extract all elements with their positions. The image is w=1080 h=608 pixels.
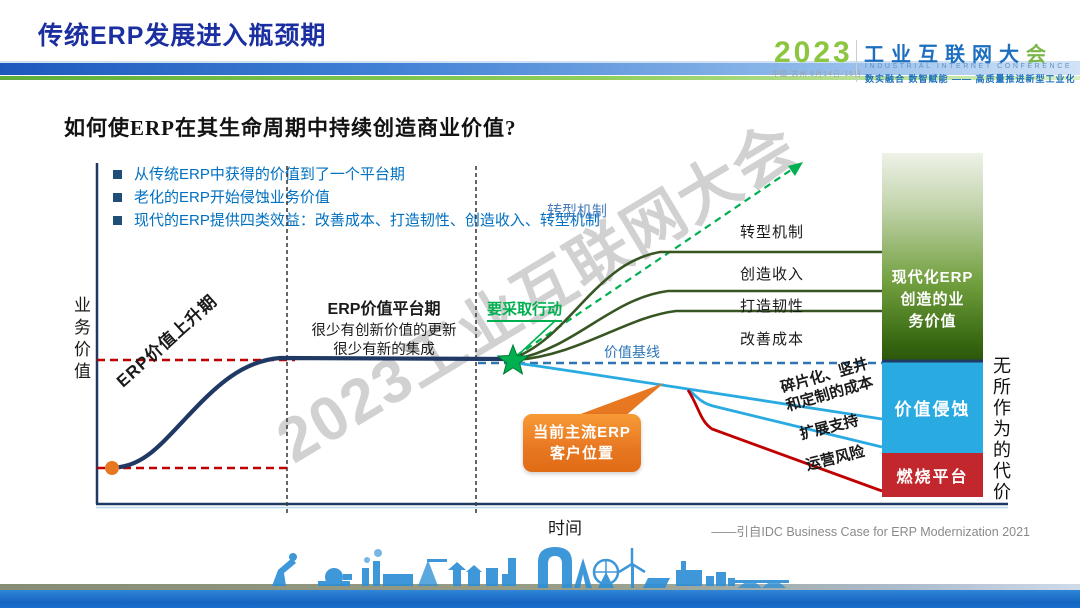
logo-tagline: 数实融合 数智赋能 —— 高质量推进新型工业化 bbox=[865, 74, 1076, 84]
bullet-square-icon bbox=[113, 216, 122, 225]
modern-erp-value-box: 现代化ERP 创造的业 务价值 bbox=[882, 153, 983, 361]
header-blue-bar bbox=[0, 61, 1080, 75]
callout-line: 当前主流ERP bbox=[533, 424, 631, 441]
value-erosion-box: 价值侵蚀 bbox=[882, 362, 983, 453]
conference-logo: 2023 中国·苏州 8月14日-16日 工业互联网大会 INDUSTRIAL … bbox=[768, 36, 1075, 84]
bullet-text: 老化的ERP开始侵蚀业务价值 bbox=[134, 189, 330, 206]
logo-name-cn: 工业互联网大会 bbox=[864, 38, 1053, 67]
logo-name-main: 工业互联网大 bbox=[864, 44, 1026, 66]
y-axis-label: 业务价值 bbox=[71, 296, 90, 384]
bullet-square-icon bbox=[113, 193, 122, 202]
rise-phase-label: ERP价值上升期 bbox=[112, 291, 221, 392]
benefit-label-cost: 改善成本 bbox=[740, 331, 805, 348]
plateau-subtext: 很少有新的集成 bbox=[333, 342, 435, 358]
current-position-callout: 当前主流ERP 客户位置 bbox=[523, 414, 641, 472]
logo-name-en: INDUSTRIAL INTERNET CONFERENCE bbox=[865, 63, 1073, 70]
logo-name-last: 会 bbox=[1026, 44, 1053, 66]
decline-label-support: 扩展支持 bbox=[798, 411, 861, 443]
modern-box-line: 创造的业 bbox=[900, 291, 965, 308]
take-action-label: 要采取行动 bbox=[487, 298, 563, 322]
benefit-label-revenue: 创造收入 bbox=[740, 266, 805, 283]
bullet-text: 现代的ERP提供四类效益：改善成本、打造韧性、创造收入、转型机制 bbox=[134, 212, 600, 229]
robot-arm-icon bbox=[272, 558, 296, 586]
header-green-bar bbox=[0, 76, 1080, 80]
logo-venue: 中国·苏州 8月14日-16日 bbox=[772, 71, 863, 78]
footer-blue-band bbox=[0, 590, 1080, 608]
cost-of-inaction-label: 无所作为的代价 bbox=[991, 356, 1011, 503]
start-point-dot bbox=[105, 461, 119, 475]
value-baseline-label: 价值基线 bbox=[604, 344, 660, 360]
callout-line: 客户位置 bbox=[549, 445, 614, 462]
benefit-label-resilience: 打造韧性 bbox=[740, 298, 805, 315]
page-title: 传统ERP发展进入瓶颈期 bbox=[38, 22, 327, 50]
benefit-label-transformation: 转型机制 bbox=[740, 224, 805, 241]
source-citation: ——引自IDC Business Case for ERP Modernizat… bbox=[711, 525, 1030, 539]
x-axis-label: 时间 bbox=[548, 519, 582, 538]
plateau-subtext: 很少有创新价值的更新 bbox=[311, 323, 457, 339]
decline-label-cost: 碎片化、竖井和定制的成本 bbox=[778, 355, 876, 415]
bullet-item: 老化的ERP开始侵蚀业务价值 bbox=[113, 189, 733, 206]
modern-box-line: 现代化ERP bbox=[891, 269, 974, 286]
plateau-title: ERP价值平台期 bbox=[327, 301, 441, 318]
bullet-text: 从传统ERP中获得的价值到了一个平台期 bbox=[134, 166, 405, 183]
skyline-graphic bbox=[272, 547, 789, 588]
bullet-list: 从传统ERP中获得的价值到了一个平台期 老化的ERP开始侵蚀业务价值 现代的ER… bbox=[113, 166, 733, 235]
logo-year: 2023 bbox=[774, 36, 853, 69]
decline-label-risk: 运营风险 bbox=[804, 442, 867, 474]
logo-divider bbox=[856, 40, 857, 82]
main-heading: 如何使ERP在其生命周期中持续创造商业价值? bbox=[64, 116, 517, 140]
modern-box-line: 务价值 bbox=[908, 313, 957, 330]
transformation-arrow-label: 转型机制 bbox=[547, 203, 608, 220]
bullet-item: 现代的ERP提供四类效益：改善成本、打造韧性、创造收入、转型机制 bbox=[113, 212, 733, 229]
plateau-phase-block: ERP价值平台期 很少有创新价值的更新 很少有新的集成 bbox=[295, 295, 473, 360]
bullet-item: 从传统ERP中获得的价值到了一个平台期 bbox=[113, 166, 733, 183]
erosion-box-label: 价值侵蚀 bbox=[894, 400, 971, 419]
burning-box-label: 燃烧平台 bbox=[896, 469, 969, 486]
bullet-square-icon bbox=[113, 170, 122, 179]
burning-platform-box: 燃烧平台 bbox=[882, 453, 983, 497]
